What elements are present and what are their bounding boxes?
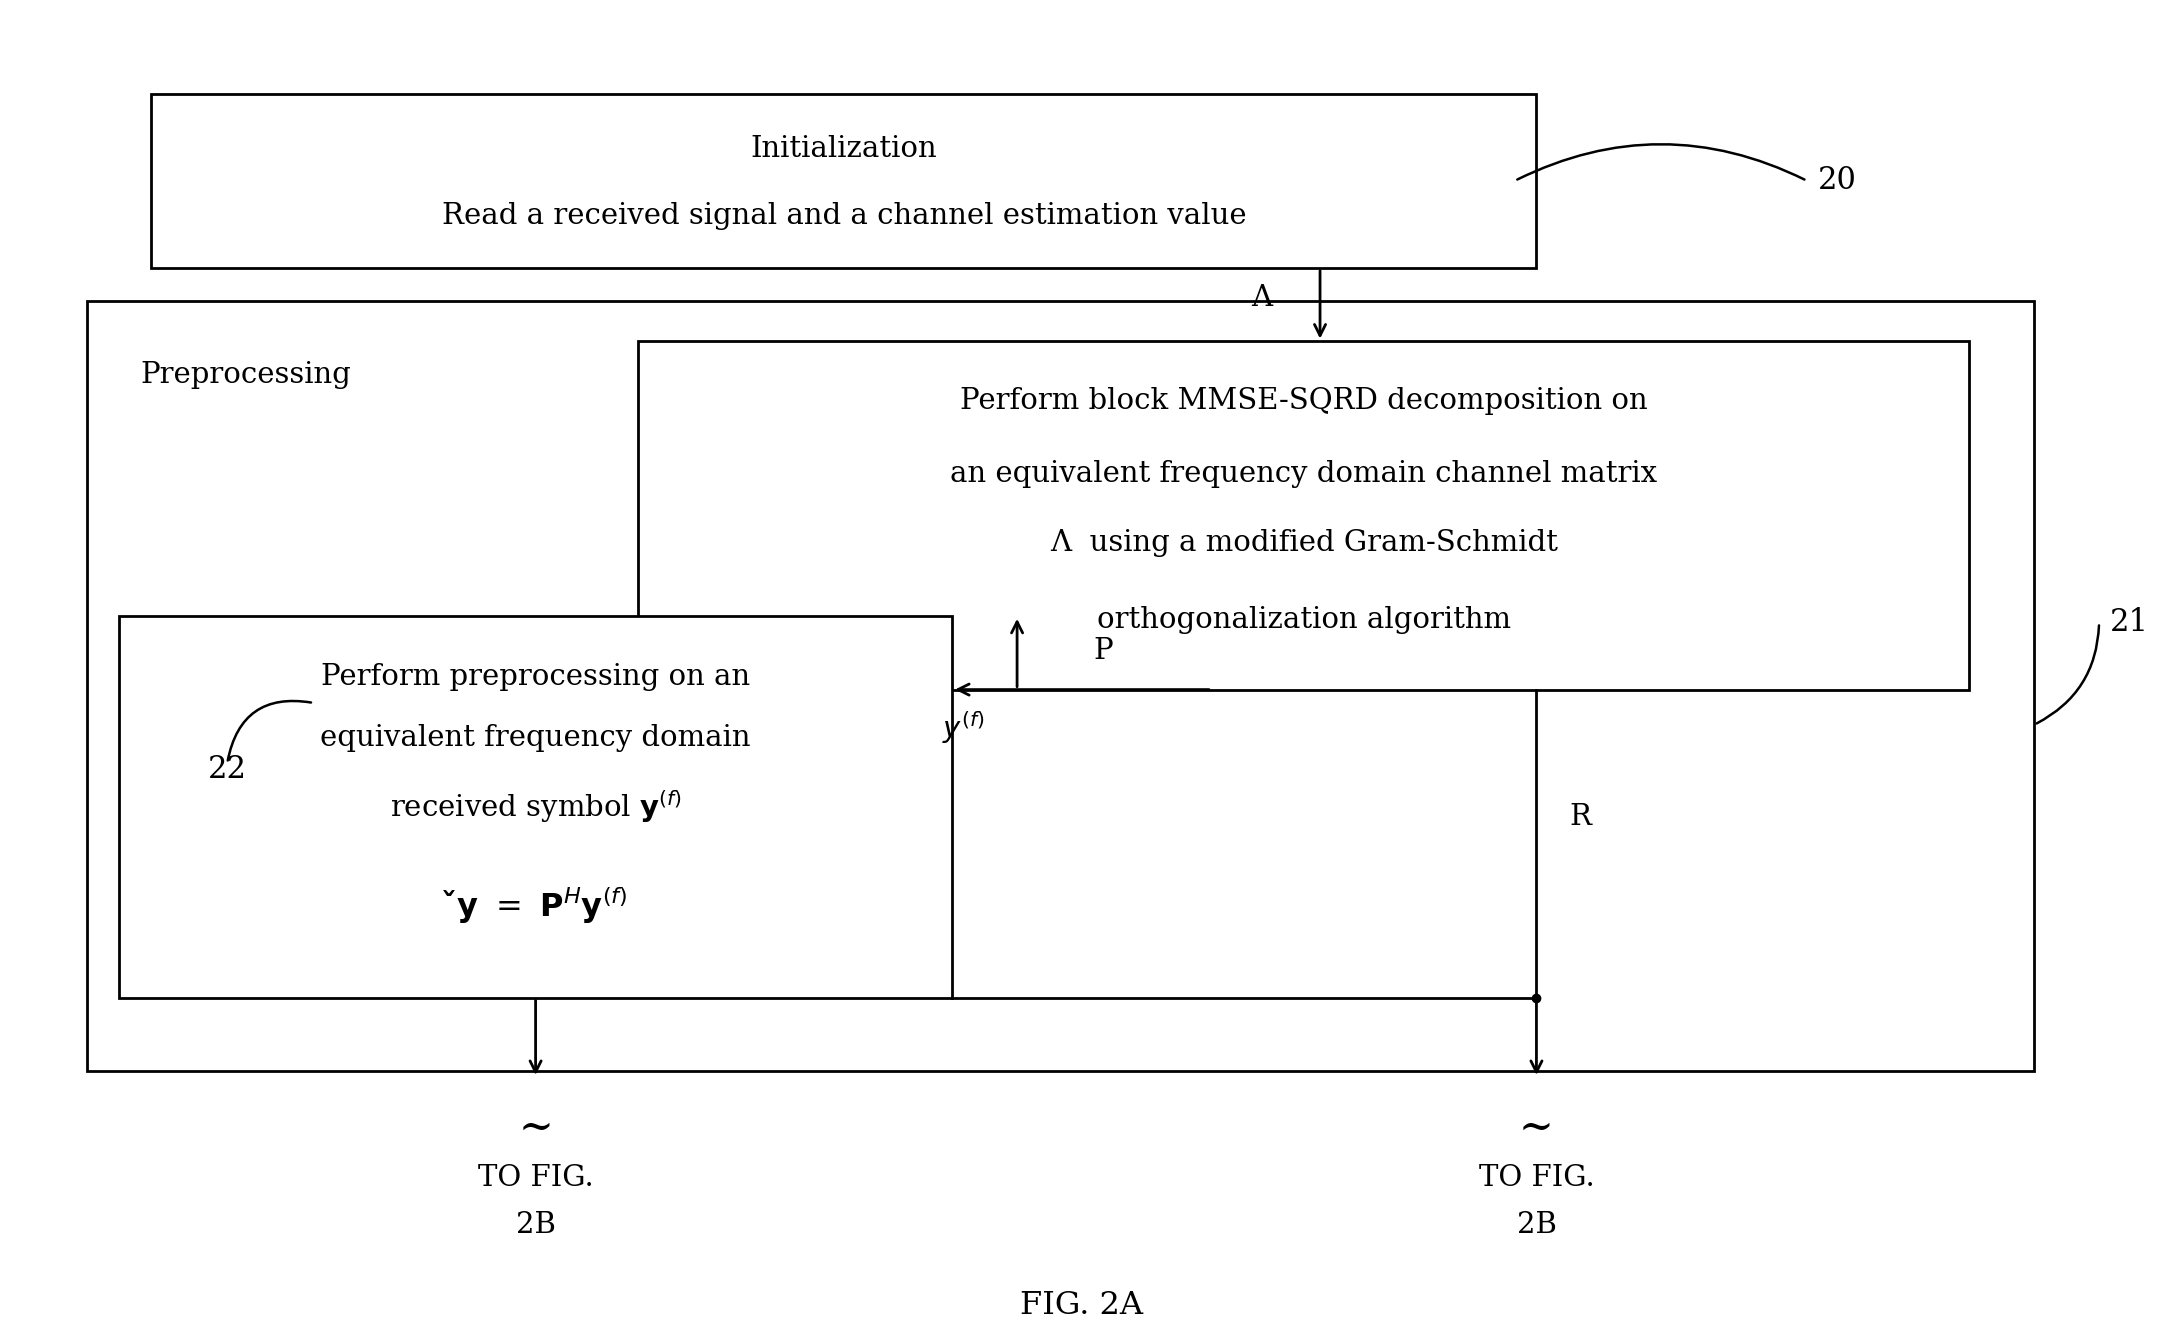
- Text: $y^{(f)}$: $y^{(f)}$: [941, 710, 985, 746]
- Text: orthogonalization algorithm: orthogonalization algorithm: [1097, 607, 1510, 633]
- Text: TO FIG.: TO FIG.: [478, 1165, 593, 1192]
- Text: 20: 20: [1818, 165, 1857, 197]
- Text: ~: ~: [1519, 1106, 1554, 1149]
- Text: R: R: [1569, 803, 1591, 830]
- Text: 22: 22: [208, 754, 247, 786]
- Text: Λ: Λ: [1251, 284, 1272, 312]
- Text: TO FIG.: TO FIG.: [1478, 1165, 1595, 1192]
- Text: received symbol $\mathbf{y}^{(f)}$: received symbol $\mathbf{y}^{(f)}$: [390, 789, 682, 825]
- Text: Read a received signal and a channel estimation value: Read a received signal and a channel est…: [441, 202, 1246, 229]
- Bar: [638, 341, 1969, 690]
- Text: Preprocessing: Preprocessing: [141, 362, 351, 388]
- Text: an equivalent frequency domain channel matrix: an equivalent frequency domain channel m…: [950, 459, 1658, 487]
- Text: 21: 21: [2110, 607, 2149, 639]
- Text: Initialization: Initialization: [751, 135, 937, 163]
- Text: 2B: 2B: [1517, 1212, 1556, 1239]
- Text: ~: ~: [517, 1106, 554, 1149]
- Text: FIG. 2A: FIG. 2A: [1021, 1289, 1143, 1322]
- Bar: [151, 94, 1536, 268]
- Text: 2B: 2B: [515, 1212, 556, 1239]
- Bar: [87, 301, 2034, 1071]
- Bar: [119, 616, 952, 998]
- Text: Λ  using a modified Gram-Schmidt: Λ using a modified Gram-Schmidt: [1050, 529, 1558, 557]
- Text: P: P: [1093, 637, 1114, 665]
- Text: $\mathbf{\check{y}}$ $=$ $\mathbf{P}^{H}$$\mathbf{y}^{(f)}$: $\mathbf{\check{y}}$ $=$ $\mathbf{P}^{H}…: [444, 886, 628, 927]
- Text: Perform preprocessing on an: Perform preprocessing on an: [320, 663, 751, 691]
- Text: Perform block MMSE-SQRD decomposition on: Perform block MMSE-SQRD decomposition on: [961, 387, 1647, 415]
- Text: equivalent frequency domain: equivalent frequency domain: [320, 724, 751, 753]
